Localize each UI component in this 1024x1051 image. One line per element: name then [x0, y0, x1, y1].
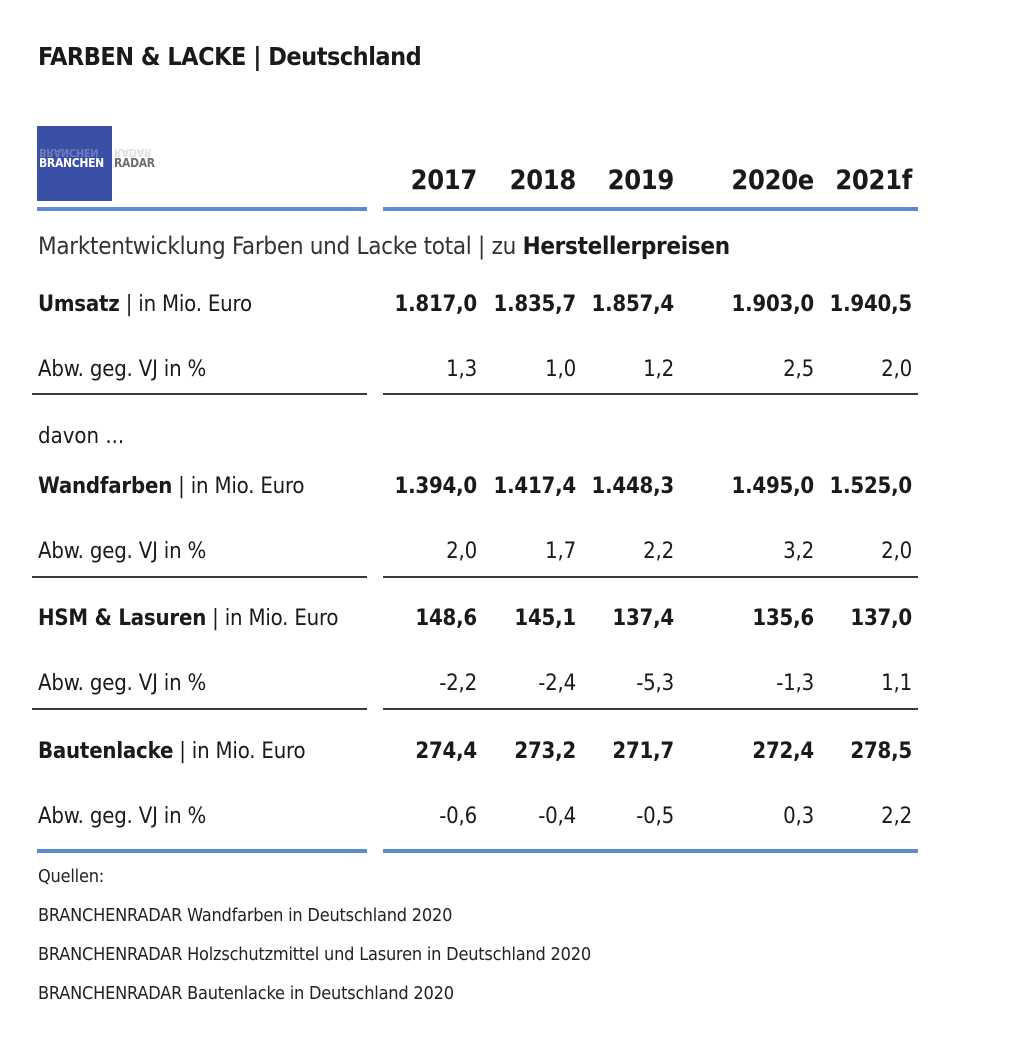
change-cell: 0,3 — [783, 804, 814, 829]
header-rule-left — [37, 207, 367, 211]
change-cell: 2,2 — [643, 539, 674, 564]
year-column-header: 2017 — [410, 165, 478, 196]
row-label: HSM & Lasuren | in Mio. Euro — [38, 606, 339, 631]
logo-text-2: RADAR — [114, 156, 155, 170]
value-cell: 148,6 — [415, 606, 477, 631]
value-cell: 274,4 — [415, 739, 477, 764]
page-title: FARBEN & LACKE | Deutschland — [38, 42, 422, 71]
change-cell: 2,0 — [881, 539, 912, 564]
change-cell: -1,3 — [776, 671, 814, 696]
value-cell: 1.817,0 — [394, 292, 478, 317]
change-cell: -0,6 — [439, 804, 477, 829]
title-bold: FARBEN & LACKE — [38, 42, 246, 71]
change-cell: -2,2 — [439, 671, 477, 696]
row-separator — [32, 576, 367, 578]
change-label: Abw. geg. VJ in % — [38, 539, 207, 564]
change-label: Abw. geg. VJ in % — [38, 804, 207, 829]
row-label: Wandfarben | in Mio. Euro — [38, 474, 305, 499]
value-cell: 1.940,5 — [829, 292, 913, 317]
change-cell: 1,7 — [545, 539, 576, 564]
title-rest: Deutschland — [268, 42, 422, 71]
change-cell: -5,3 — [636, 671, 674, 696]
row-separator — [32, 393, 367, 395]
subtitle-bold: Herstellerpreisen — [522, 232, 731, 260]
value-cell: 272,4 — [752, 739, 814, 764]
change-cell: 3,2 — [783, 539, 814, 564]
change-cell: 2,2 — [881, 804, 912, 829]
row-label: Bautenlacke | in Mio. Euro — [38, 739, 306, 764]
year-column-header: 2020e — [731, 165, 814, 196]
value-cell: 1.448,3 — [591, 474, 675, 499]
change-cell: 1,3 — [446, 357, 477, 382]
row-unit: | in Mio. Euro — [173, 739, 306, 764]
row-name: Umsatz — [38, 292, 120, 317]
row-name: Bautenlacke — [38, 739, 174, 764]
value-cell: 1.857,4 — [591, 292, 675, 317]
row-name: Wandfarben — [38, 474, 173, 499]
value-cell: 135,6 — [752, 606, 814, 631]
value-cell: 145,1 — [514, 606, 576, 631]
value-cell: 1.495,0 — [731, 474, 815, 499]
footer-rule-right — [383, 849, 918, 853]
source-item: BRANCHENRADAR Bautenlacke in Deutschland… — [38, 983, 454, 1004]
row-separator — [32, 708, 367, 710]
row-separator — [383, 708, 918, 710]
row-name: HSM & Lasuren — [38, 606, 207, 631]
change-cell: 2,0 — [446, 539, 477, 564]
branchenradar-logo: BRANCHEN RADAR BRANCHEN RADAR — [37, 126, 155, 201]
value-cell: 137,0 — [850, 606, 912, 631]
change-label: Abw. geg. VJ in % — [38, 357, 207, 382]
value-cell: 273,2 — [514, 739, 576, 764]
change-label: Abw. geg. VJ in % — [38, 671, 207, 696]
row-label: Umsatz | in Mio. Euro — [38, 292, 252, 317]
year-column-header: 2019 — [607, 165, 675, 196]
row-separator — [383, 576, 918, 578]
value-cell: 1.417,4 — [493, 474, 577, 499]
value-cell: 278,5 — [850, 739, 912, 764]
row-unit: | in Mio. Euro — [172, 474, 305, 499]
row-separator — [383, 393, 918, 395]
change-cell: 2,5 — [783, 357, 814, 382]
change-cell: -0,4 — [538, 804, 576, 829]
source-item: BRANCHENRADAR Holzschutzmittel und Lasur… — [38, 944, 591, 965]
value-cell: 1.903,0 — [731, 292, 815, 317]
value-cell: 271,7 — [612, 739, 674, 764]
value-cell: 1.525,0 — [829, 474, 913, 499]
row-unit: | in Mio. Euro — [206, 606, 339, 631]
change-cell: 1,1 — [881, 671, 912, 696]
header-rule-right — [383, 207, 918, 211]
logo-text-1: BRANCHEN — [39, 156, 104, 170]
title-separator: | — [245, 42, 269, 71]
change-cell: 1,2 — [643, 357, 674, 382]
sources-heading: Quellen: — [38, 866, 105, 887]
value-cell: 137,4 — [612, 606, 674, 631]
value-cell: 1.835,7 — [493, 292, 577, 317]
year-column-header: 2018 — [509, 165, 577, 196]
source-item: BRANCHENRADAR Wandfarben in Deutschland … — [38, 905, 453, 926]
change-cell: -0,5 — [636, 804, 674, 829]
change-cell: 2,0 — [881, 357, 912, 382]
change-cell: -2,4 — [538, 671, 576, 696]
change-cell: 1,0 — [545, 357, 576, 382]
value-cell: 1.394,0 — [394, 474, 478, 499]
row-unit: | in Mio. Euro — [119, 292, 252, 317]
subtitle-plain: Marktentwicklung Farben und Lacke total … — [38, 232, 523, 260]
footer-rule-left — [37, 849, 367, 853]
table-subtitle: Marktentwicklung Farben und Lacke total … — [38, 232, 730, 260]
davon-label: davon ... — [38, 424, 125, 449]
year-column-header: 2021f — [835, 165, 912, 196]
